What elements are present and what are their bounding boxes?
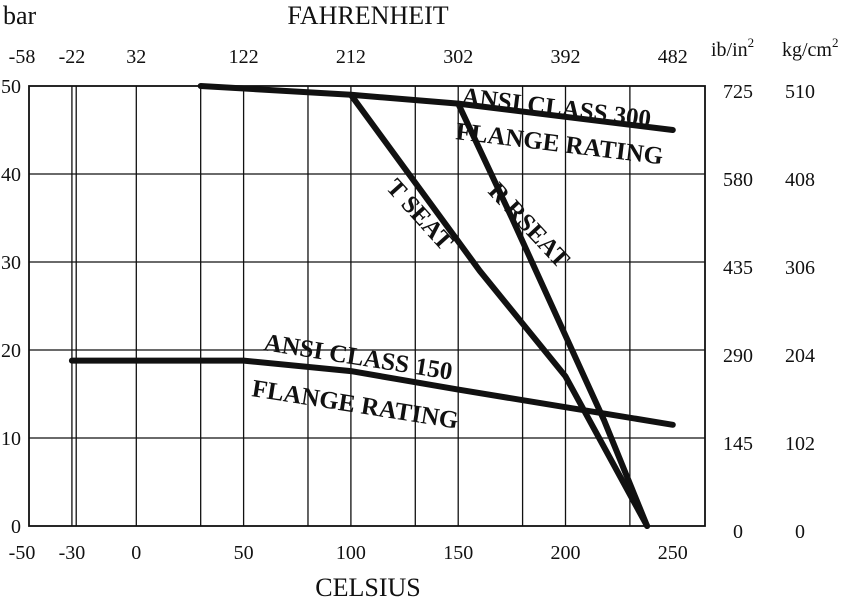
x-axis-title: CELSIUS <box>315 573 420 602</box>
x-tick-label: -50 <box>9 542 36 564</box>
y-tick-label-right-psi: 435 <box>723 257 753 279</box>
x2-tick-label: 212 <box>336 46 366 68</box>
grid-lines <box>29 86 705 526</box>
psi-unit-text: ib/in <box>711 39 748 61</box>
x-tick-label: 150 <box>443 542 473 564</box>
x2-tick-label: 392 <box>551 46 581 68</box>
y-tick-label-right-psi: 145 <box>723 433 753 455</box>
y-tick-label-left: 50 <box>1 76 21 98</box>
x2-tick-label: 482 <box>658 46 688 68</box>
series-lines <box>68 83 676 529</box>
y-tick-label-left: 20 <box>1 340 21 362</box>
y-tick-label-right-kgcm: 510 <box>785 81 815 103</box>
x2-tick-label: -22 <box>59 46 86 68</box>
y-tick-label-right-psi: 725 <box>723 81 753 103</box>
x-tick-label: 250 <box>658 542 688 564</box>
y-tick-label-right-psi: 580 <box>723 169 753 191</box>
x-tick-label: 0 <box>131 542 141 564</box>
y-axis-unit-right-psi: ib/in2 <box>711 35 754 61</box>
y-tick-label-left: 30 <box>1 252 21 274</box>
y-axis-unit-right-kgcm: kg/cm2 <box>782 35 839 61</box>
kgcm-unit-text: kg/cm <box>782 39 832 61</box>
y-tick-label-left: 40 <box>1 164 21 186</box>
x2-axis-title: FAHRENHEIT <box>287 1 448 30</box>
series-line-r-seat <box>455 100 651 529</box>
y-tick-label-left: 10 <box>1 428 21 450</box>
series-line-ansi-class-300 <box>197 83 676 133</box>
y-axis-unit-left: bar <box>3 1 37 30</box>
x-tick-label: -30 <box>59 542 86 564</box>
x2-tick-label: 302 <box>443 46 473 68</box>
y-tick-label-right-psi: 290 <box>723 345 753 367</box>
y-tick-label-right-kgcm: 408 <box>785 169 815 191</box>
y-tick-label-left: 0 <box>11 516 21 538</box>
x2-tick-label: 32 <box>126 46 146 68</box>
y-tick-label-right-psi: 0 <box>733 521 743 543</box>
y-tick-label-right-kgcm: 204 <box>785 345 815 367</box>
x2-tick-label: 122 <box>229 46 259 68</box>
y-tick-label-right-kgcm: 306 <box>785 257 815 279</box>
plot-frame <box>28 85 706 527</box>
kgcm-unit-superscript: 2 <box>832 35 839 50</box>
x-tick-label: 200 <box>551 542 581 564</box>
y-tick-label-right-kgcm: 102 <box>785 433 815 455</box>
tick-labels: -50 -30 0 50 100 150 200 250-58 -22 32 122 212 302 39… <box>1 46 815 564</box>
label-ansi-class-150: ANSI CLASS 150 <box>262 329 454 385</box>
psi-unit-superscript: 2 <box>748 35 755 50</box>
x-tick-label: 50 <box>234 542 254 564</box>
x-tick-label: 100 <box>336 542 366 564</box>
y-tick-label-right-kgcm: 0 <box>795 521 805 543</box>
series-line-t-seat <box>347 91 651 529</box>
x2-tick-label: -58 <box>9 46 36 68</box>
